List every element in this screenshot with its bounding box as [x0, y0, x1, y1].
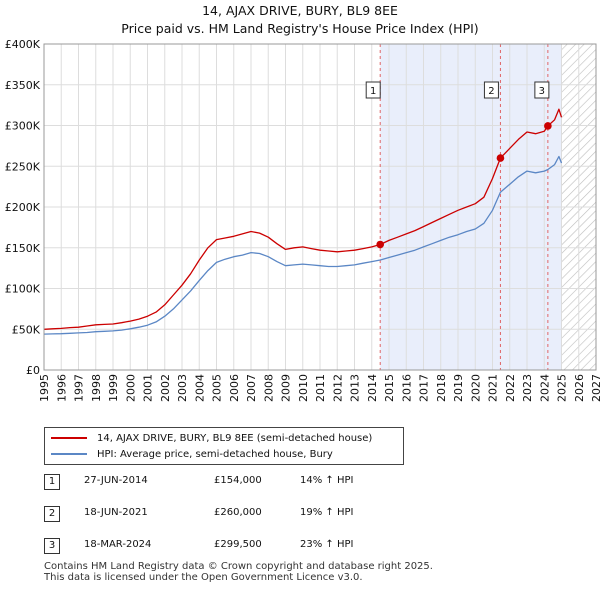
- sale-label-frame: [365, 81, 381, 99]
- y-tick-label: £250K: [5, 160, 41, 173]
- chart-legend: 14, AJAX DRIVE, BURY, BL9 8EE (semi-deta…: [44, 427, 404, 465]
- x-tick-label: 1997: [73, 374, 86, 402]
- x-tick-label: 2011: [314, 374, 327, 402]
- x-tick-label: 2005: [211, 374, 224, 402]
- sale-number-badge: 1: [44, 474, 60, 490]
- legend-item-price: 14, AJAX DRIVE, BURY, BL9 8EE (semi-deta…: [51, 431, 372, 445]
- sale-date: 18-JUN-2021: [84, 507, 148, 518]
- legend-item-hpi: HPI: Average price, semi-detached house,…: [51, 447, 333, 461]
- sale-label-frame: [483, 81, 499, 99]
- x-tick-label: 2025: [556, 374, 569, 402]
- x-tick-label: 2008: [262, 374, 275, 402]
- x-tick-label: 2012: [331, 374, 344, 402]
- y-tick-label: £350K: [5, 79, 41, 92]
- sale-hpi-change: 23% ↑ HPI: [300, 539, 354, 550]
- x-tick-label: 2018: [435, 374, 448, 402]
- price-paid-line: [43, 108, 563, 330]
- x-tick-label: 2013: [349, 374, 362, 402]
- sale-label-box: 2: [483, 81, 499, 99]
- sale-hpi-change: 19% ↑ HPI: [300, 507, 354, 518]
- price-chart: 1 2 3 £0 £50K £100K £150K £200K £250K £300K £350K £…: [5, 38, 600, 402]
- x-tick-label: 2016: [400, 374, 413, 402]
- sale-label-box: 3: [534, 81, 550, 99]
- x-tick-label: 2010: [297, 374, 310, 402]
- x-tick-label: 1995: [38, 374, 51, 402]
- sale-hpi-change: 14% ↑ HPI: [300, 475, 354, 486]
- sale-number-badge: 3: [44, 538, 60, 554]
- sale-label-box: 1: [365, 81, 381, 99]
- footer-attribution: Contains HM Land Registry data © Crown c…: [44, 561, 433, 583]
- y-tick-label: £0: [26, 364, 40, 377]
- x-tick-label: 2007: [245, 374, 258, 402]
- x-tick-label: 1998: [90, 374, 103, 402]
- y-tick-label: £200K: [5, 201, 41, 214]
- plot-frame: [43, 43, 597, 371]
- x-tick-label: 2022: [504, 374, 517, 402]
- x-tick-label: 2026: [573, 374, 586, 402]
- x-tick-label: 2019: [452, 374, 465, 402]
- x-tick-label: 2020: [469, 374, 482, 402]
- chart-subtitle: Price paid vs. HM Land Registry's House …: [121, 21, 479, 36]
- sale-price: £299,500: [214, 539, 262, 550]
- sale-price: £154,000: [214, 475, 262, 486]
- sale-price: £260,000: [214, 507, 262, 518]
- legend-swatch-price: [51, 437, 87, 439]
- legend-swatch-hpi: [51, 453, 87, 455]
- sale-date: 27-JUN-2014: [84, 475, 148, 486]
- x-tick-label: 2021: [487, 374, 500, 402]
- x-tick-label: 1996: [55, 374, 68, 402]
- sale-label-text: 3: [539, 86, 545, 97]
- legend-label-price: 14, AJAX DRIVE, BURY, BL9 8EE (semi-deta…: [97, 432, 373, 444]
- y-tick-label: £150K: [5, 242, 41, 255]
- sale-label-text: 1: [370, 86, 376, 97]
- x-tick-label: 1999: [107, 374, 120, 402]
- y-tick-label: £100K: [5, 283, 41, 296]
- chart-title: 14, AJAX DRIVE, BURY, BL9 8EE: [202, 3, 398, 18]
- sale-date: 18-MAR-2024: [84, 539, 152, 550]
- x-tick-label: 2003: [176, 374, 189, 402]
- sale-point: [544, 122, 552, 130]
- x-tick-label: 2027: [590, 374, 600, 402]
- hpi-line: [43, 155, 563, 335]
- legend-label-hpi: HPI: Average price, semi-detached house,…: [97, 448, 333, 460]
- y-tick-label: £300K: [5, 120, 41, 133]
- sale-point: [496, 154, 505, 162]
- y-tick-label: £50K: [12, 323, 41, 336]
- sale-label-text: 2: [488, 86, 494, 97]
- x-tick-label: 2009: [280, 374, 293, 402]
- x-tick-label: 2023: [521, 374, 534, 402]
- sale-label-frame: [534, 81, 550, 99]
- x-tick-label: 2006: [228, 374, 241, 402]
- x-tick-label: 2014: [366, 374, 379, 402]
- x-tick-label: 2024: [538, 374, 551, 402]
- x-tick-label: 2017: [418, 374, 431, 402]
- x-tick-label: 2004: [193, 374, 206, 402]
- sale-point: [376, 240, 385, 249]
- x-tick-label: 2002: [159, 374, 172, 402]
- x-tick-label: 2015: [383, 374, 396, 402]
- x-tick-label: 2001: [142, 374, 155, 402]
- y-tick-label: £400K: [5, 38, 41, 51]
- sale-number-badge: 2: [44, 506, 60, 522]
- footer-line-licence: This data is licensed under the Open Gov…: [44, 572, 363, 583]
- footer-line-copyright: Contains HM Land Registry data © Crown c…: [44, 561, 433, 572]
- x-tick-label: 2000: [124, 374, 137, 402]
